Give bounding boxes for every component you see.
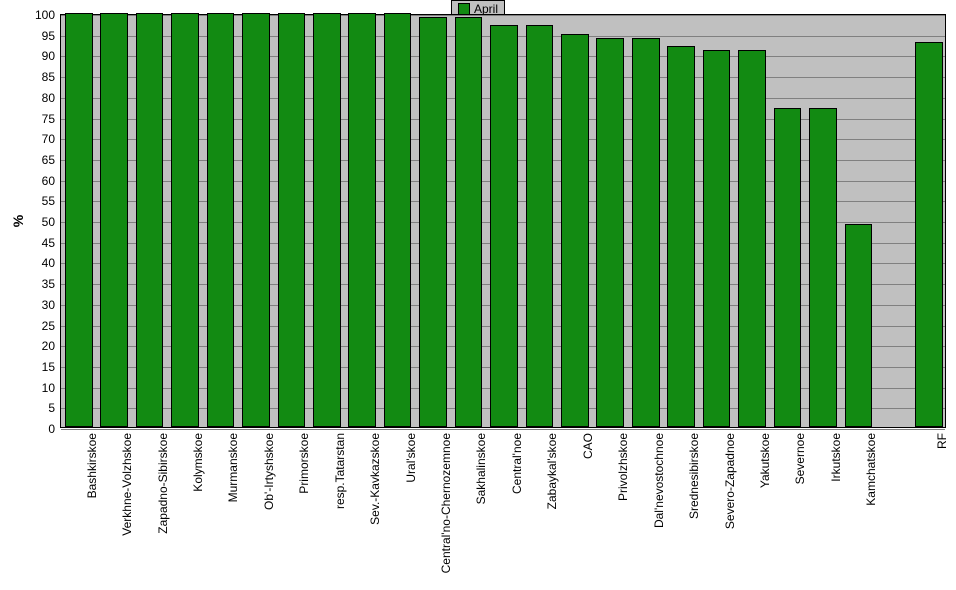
- y-tick-label: 75: [42, 113, 61, 125]
- x-tick-label: Verkhne-Volzhskoe: [121, 433, 133, 536]
- y-tick-label: 10: [42, 382, 61, 394]
- y-tick-label: 20: [42, 340, 61, 352]
- x-tick-label: Murmanskoe: [227, 433, 239, 502]
- y-tick-label: 60: [42, 175, 61, 187]
- bar: [384, 13, 412, 427]
- x-tick-label: Sakhalinskoe: [475, 433, 487, 504]
- bar: [526, 25, 554, 427]
- x-tick-label: Ob'-Irtyshskoe: [263, 433, 275, 510]
- x-tick-label: Zapadno-Sibirskoe: [157, 433, 169, 534]
- y-tick-label: 80: [42, 92, 61, 104]
- y-tick-label: 50: [42, 216, 61, 228]
- bar: [774, 108, 802, 427]
- y-tick-label: 55: [42, 195, 61, 207]
- y-tick-label: 5: [48, 402, 61, 414]
- x-tick-label: Sev.-Kavkazskoe: [369, 433, 381, 525]
- y-tick-label: 15: [42, 361, 61, 373]
- bar: [632, 38, 660, 427]
- y-tick-label: 35: [42, 278, 61, 290]
- y-tick-label: 100: [35, 9, 61, 21]
- bar: [809, 108, 837, 427]
- x-tick-label: Kamchatskoe: [865, 433, 877, 506]
- bar: [278, 13, 306, 427]
- x-tick-label: Irkutskoe: [830, 433, 842, 482]
- y-axis-title: %: [10, 215, 26, 227]
- chart-container: April % 05101520253035404550556065707580…: [0, 0, 956, 590]
- y-tick-label: 40: [42, 257, 61, 269]
- bar: [65, 13, 93, 427]
- y-tick-label: 0: [48, 423, 61, 435]
- y-tick-label: 70: [42, 133, 61, 145]
- x-tick-label: Dal'nevostochnoe: [653, 433, 665, 528]
- bar: [207, 13, 235, 427]
- x-tick-label: Primorskoe: [298, 433, 310, 494]
- bar: [915, 42, 943, 427]
- y-tick-label: 45: [42, 237, 61, 249]
- bar: [313, 13, 341, 427]
- bar: [455, 17, 483, 427]
- y-tick-label: 90: [42, 50, 61, 62]
- x-tick-label: Zabaykal'skoe: [546, 433, 558, 509]
- x-tick-label: RF: [936, 433, 948, 449]
- x-tick-label: Kolymskoe: [192, 433, 204, 492]
- grid-line: [61, 429, 945, 430]
- x-tick-label: Severo-Zapadnoe: [724, 433, 736, 529]
- bar: [348, 13, 376, 427]
- y-tick-label: 25: [42, 320, 61, 332]
- x-tick-label: Central'no-Chernozemnoe: [440, 433, 452, 573]
- bar: [738, 50, 766, 427]
- bar: [242, 13, 270, 427]
- x-tick-label: Severnoe: [794, 433, 806, 484]
- bar: [845, 224, 873, 427]
- bar: [171, 13, 199, 427]
- bar: [490, 25, 518, 427]
- x-tick-label: Srednesibirskoe: [688, 433, 700, 519]
- y-tick-label: 65: [42, 154, 61, 166]
- bar: [419, 17, 447, 427]
- bar: [596, 38, 624, 427]
- y-tick-label: 85: [42, 71, 61, 83]
- bar: [703, 50, 731, 427]
- bar: [667, 46, 695, 427]
- x-tick-label: Bashkirskoe: [86, 433, 98, 498]
- y-tick-label: 95: [42, 30, 61, 42]
- y-tick-label: 30: [42, 299, 61, 311]
- x-tick-label: Ural'skoe: [405, 433, 417, 483]
- plot-area: 0510152025303540455055606570758085909510…: [60, 14, 946, 428]
- x-tick-label: Privolzhskoe: [617, 433, 629, 501]
- bar: [100, 13, 128, 427]
- x-tick-label: resp.Tatarstan: [334, 433, 346, 509]
- bar: [136, 13, 164, 427]
- x-tick-label: CAO: [582, 433, 594, 459]
- x-tick-label: Yakutskoe: [759, 433, 771, 488]
- bar: [561, 34, 589, 427]
- x-tick-label: Central'noe: [511, 433, 523, 494]
